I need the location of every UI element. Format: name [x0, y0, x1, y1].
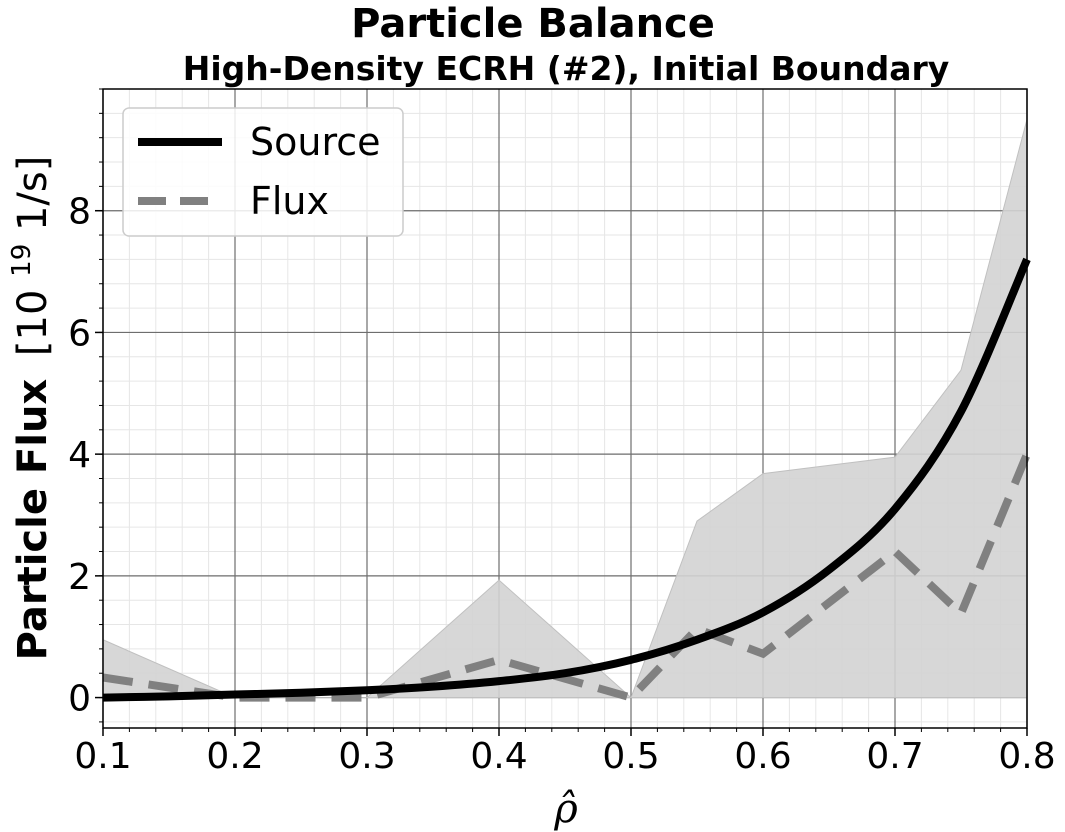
legend: Source Flux	[122, 107, 404, 237]
x-axis-label-text: ρ̂	[553, 786, 578, 832]
y-axis-label-bold: Particle Flux	[10, 379, 56, 661]
y-tick-label: 4	[68, 435, 91, 476]
x-tick-label: 0.5	[602, 736, 659, 777]
ticks-layer	[95, 88, 1028, 736]
x-tick-label: 0.7	[866, 736, 923, 777]
x-tick-label: 0.1	[74, 736, 131, 777]
y-tick-label: 6	[68, 313, 91, 354]
y-axis-label-unit-suffix: 1/s]	[10, 156, 56, 231]
x-tick-label: 0.4	[470, 736, 527, 777]
y-tick-label: 8	[68, 192, 91, 233]
series-line-source	[102, 257, 1031, 702]
y-tick-labels: 0 2 4 6 8	[68, 192, 91, 720]
series-layer	[102, 257, 1031, 703]
y-tick-label: 2	[68, 557, 91, 598]
x-tick-label: 0.8	[998, 736, 1055, 777]
x-tick-label: 0.2	[206, 736, 263, 777]
legend-label-flux: Flux	[250, 179, 329, 223]
chart-title: Particle Balance	[351, 1, 715, 47]
y-axis-label-unit-prefix: [10	[10, 290, 56, 357]
x-axis-label: ρ̂	[553, 786, 578, 832]
y-tick-label: 0	[68, 679, 91, 720]
x-tick-label: 0.3	[338, 736, 395, 777]
x-tick-labels: 0.1 0.2 0.3 0.4 0.5 0.6 0.7 0.8	[74, 736, 1055, 777]
series-line-flux	[102, 452, 1031, 703]
chart-subtitle: High-Density ECRH (#2), Initial Boundary	[183, 49, 950, 88]
y-axis-label-unit-exponent: 19	[7, 244, 37, 277]
y-axis-label: Particle Flux [10 19 1/s]	[0, 156, 56, 661]
plot-frame	[102, 88, 1028, 729]
legend-label-source: Source	[250, 120, 381, 164]
x-tick-label: 0.6	[734, 736, 791, 777]
